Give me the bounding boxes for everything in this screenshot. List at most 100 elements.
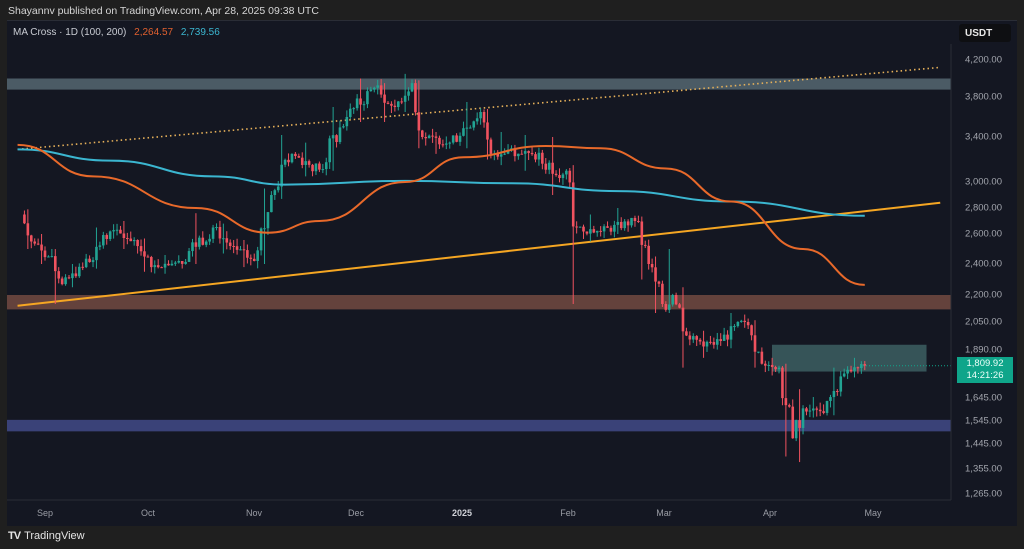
- footer-branding[interactable]: TV TradingView: [8, 530, 85, 542]
- candle-body: [647, 245, 650, 264]
- candle-body: [547, 162, 551, 170]
- candle-body: [160, 267, 163, 269]
- candle-body: [722, 334, 726, 341]
- candle-body: [163, 263, 167, 268]
- candle-body: [637, 221, 640, 222]
- footer-brand-label: TradingView: [24, 530, 85, 542]
- candle-body: [856, 367, 860, 369]
- candle-body: [801, 408, 805, 428]
- candle-body: [825, 400, 829, 413]
- candle-body: [249, 257, 253, 259]
- candle-body: [849, 369, 853, 372]
- candle-body: [33, 241, 37, 244]
- candle-body: [589, 229, 592, 234]
- candle-body: [571, 182, 575, 227]
- candle-body: [650, 264, 654, 268]
- candle-body: [105, 235, 109, 239]
- candle-body: [71, 273, 74, 279]
- candle-body: [455, 135, 458, 142]
- candle-body: [685, 331, 688, 336]
- time-tick-label: Mar: [656, 508, 672, 518]
- candle-body: [630, 217, 633, 226]
- price-tick-label: 2,050.00: [965, 316, 1002, 328]
- candle-body: [575, 226, 578, 228]
- chart-frame[interactable]: [7, 20, 1017, 526]
- candle-body: [623, 221, 626, 229]
- plot-area[interactable]: [7, 66, 951, 463]
- candle-body: [201, 237, 205, 245]
- candle-body: [764, 363, 767, 366]
- candle-body: [60, 278, 64, 285]
- candle-body: [421, 130, 424, 137]
- candle-body: [805, 408, 808, 412]
- price-tick-label: 3,000.00: [965, 176, 1002, 188]
- candle-body: [170, 263, 174, 266]
- candle-body: [846, 369, 849, 374]
- price-tick-label: 1,355.00: [965, 463, 1002, 475]
- candle-body: [733, 326, 736, 328]
- candle-body: [352, 108, 355, 110]
- time-tick-label: Apr: [762, 508, 778, 518]
- last-price-tag: 1,809.92 14:21:26: [957, 357, 1013, 383]
- candle-body: [143, 251, 146, 257]
- candle-body: [119, 229, 122, 234]
- candle-body: [424, 137, 428, 139]
- indicator-legend: MA Cross · 1D (100, 200) 2,264.57 2,739.…: [13, 27, 225, 38]
- candle-body: [91, 260, 95, 263]
- candle-body: [362, 104, 366, 106]
- candle-body: [396, 101, 400, 107]
- candle-body: [146, 256, 150, 258]
- candle-body: [95, 246, 98, 261]
- candle-body: [150, 257, 153, 268]
- candle-body: [43, 250, 47, 258]
- candle-body: [400, 101, 404, 103]
- candle-body: [177, 261, 181, 263]
- candle-body: [174, 262, 177, 264]
- price-tick-label: 1,890.00: [965, 344, 1002, 356]
- candle-body: [427, 135, 431, 139]
- candle-body: [530, 152, 534, 155]
- candle-body: [194, 242, 198, 247]
- candle-body: [287, 159, 290, 163]
- candle-body: [191, 242, 194, 252]
- candle-body: [767, 364, 771, 366]
- candle-body: [338, 127, 342, 143]
- candle-body: [482, 112, 486, 123]
- candle-body: [132, 240, 136, 242]
- candle-body: [667, 304, 671, 310]
- candle-body: [280, 164, 283, 187]
- price-tick-label: 1,545.00: [965, 415, 1002, 427]
- currency-selector-button[interactable]: USDT: [959, 24, 1011, 42]
- candle-body: [798, 420, 801, 428]
- candle-body: [746, 322, 750, 326]
- candle-body: [102, 235, 105, 246]
- candle-body: [410, 83, 414, 92]
- candle-body: [98, 245, 102, 247]
- ma100-line: [17, 143, 865, 286]
- ma100-value: 2,264.57: [134, 27, 174, 38]
- candle-body: [290, 153, 294, 163]
- candle-body: [88, 258, 91, 263]
- candle-body: [815, 408, 819, 410]
- candle-body: [297, 156, 301, 158]
- candle-body: [376, 85, 380, 88]
- candle-body: [129, 238, 133, 242]
- candle-body: [465, 127, 469, 129]
- candle-body: [527, 151, 530, 153]
- candle-body: [757, 351, 760, 353]
- candle-body: [359, 98, 362, 105]
- candle-body: [451, 135, 455, 143]
- candle-body: [126, 237, 129, 239]
- time-tick-label: May: [864, 508, 882, 518]
- candle-body: [204, 241, 208, 245]
- candle-body: [469, 127, 472, 129]
- candle-body: [791, 406, 795, 439]
- candle-body: [664, 304, 668, 310]
- candle-body: [294, 153, 297, 157]
- candle-body: [40, 244, 43, 251]
- candle-body: [709, 341, 712, 343]
- candle-body: [283, 159, 287, 165]
- candle-body: [57, 271, 61, 279]
- candle-body: [328, 138, 331, 163]
